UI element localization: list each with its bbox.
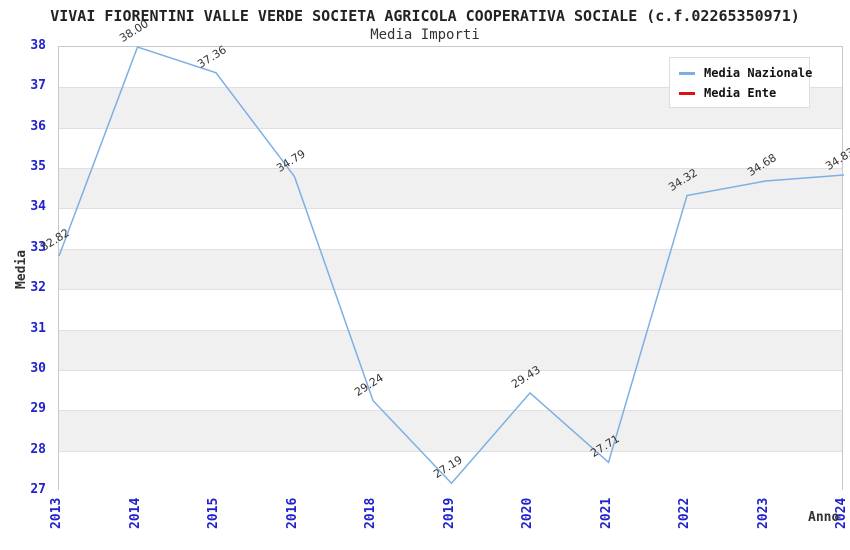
gridline [59, 87, 842, 89]
x-tick-label: 2016 [284, 497, 300, 529]
gridline [59, 208, 842, 210]
y-tick-label: 33 [30, 239, 46, 255]
chart-title: VIVAI FIORENTINI VALLE VERDE SOCIETA AGR… [50, 7, 800, 25]
y-tick-label: 37 [30, 78, 46, 94]
gridline [59, 329, 842, 331]
y-tick-label: 30 [30, 360, 46, 376]
band [59, 168, 842, 209]
band [59, 450, 842, 491]
x-tick-label: 2020 [520, 497, 535, 529]
plot-area [58, 46, 845, 491]
band [59, 248, 842, 290]
gridline [59, 410, 842, 412]
y-tick-label: 27 [30, 482, 46, 497]
gridline [59, 289, 842, 291]
x-tick-label: 2018 [363, 497, 378, 529]
band [59, 369, 842, 411]
band [59, 410, 842, 451]
gridline [59, 168, 842, 170]
media-ente-line-swatch-icon [679, 91, 695, 95]
gridline [59, 450, 842, 452]
legend-item-media-ente: Media Ente [679, 85, 800, 101]
x-tick-label: 2014 [127, 497, 143, 529]
media-nazionale-line [58, 46, 845, 485]
x-tick-label: 2022 [677, 497, 692, 529]
y-axis-title: Media [14, 249, 29, 289]
line-series-svg [58, 46, 845, 485]
x-axis-title: Anno [808, 510, 840, 525]
y-tick-label: 29 [30, 401, 46, 417]
y-tick-label: 35 [30, 159, 46, 175]
band [59, 127, 842, 169]
band [59, 289, 842, 330]
y-tick-label: 34 [30, 199, 46, 215]
x-tick-label: 2013 [49, 497, 64, 529]
gridline [59, 127, 842, 129]
gridline [59, 369, 842, 371]
y-tick-label: 28 [30, 441, 46, 457]
y-tick-label: 38 [30, 38, 46, 53]
y-tick-label: 32 [30, 280, 46, 296]
y-tick-label: 36 [30, 118, 46, 134]
x-tick-label: 2019 [441, 497, 457, 529]
band [59, 329, 842, 370]
x-tick-label: 2023 [755, 497, 771, 529]
y-tick-label: 31 [30, 320, 46, 336]
media-nazionale-line-swatch-icon [679, 71, 695, 75]
gridline [59, 248, 842, 250]
legend-item-media-nazionale: Media Nazionale [679, 65, 812, 81]
legend: Media Nazionale Media Ente [669, 57, 812, 108]
chart-subtitle: Media Importi [370, 27, 480, 43]
band [59, 208, 842, 249]
x-tick-label: 2015 [206, 497, 221, 529]
legend-label: Media Nazionale [704, 66, 813, 80]
legend-label: Media Ente [704, 86, 777, 100]
x-tick-label: 2021 [598, 497, 614, 529]
